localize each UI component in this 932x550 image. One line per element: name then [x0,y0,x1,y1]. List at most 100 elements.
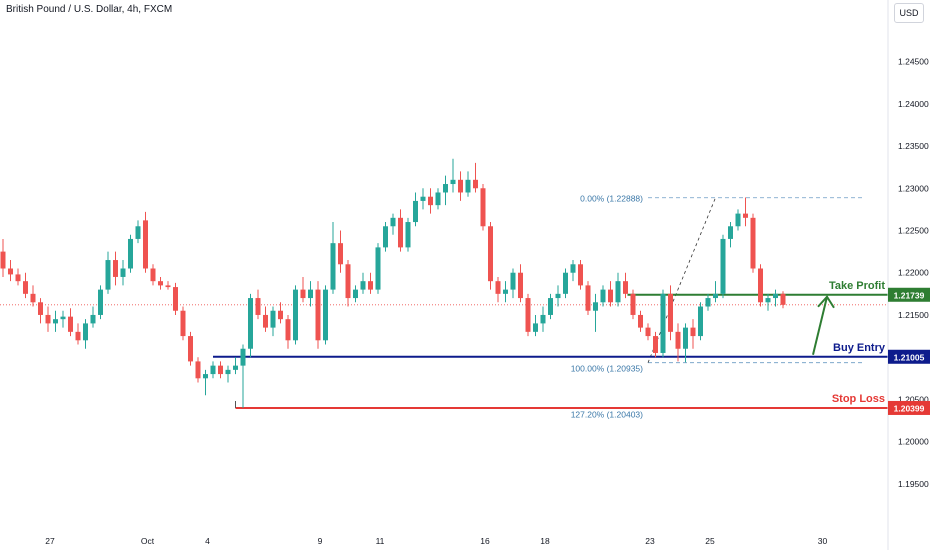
projection-arrow-head [817,295,835,309]
candle-body [23,281,28,294]
candle-body [585,285,591,311]
candle-body [465,179,471,193]
time-tick-label: 27 [45,536,55,546]
currency-button[interactable]: USD [894,3,924,23]
candle-body [293,289,298,341]
candle-body [360,281,366,290]
time-tick-label: 23 [645,536,655,546]
candle-body [278,310,283,320]
candle-body [38,302,43,315]
level-price-box [888,349,930,364]
candle-body [750,217,756,269]
candle-body [555,293,561,299]
candle-body [270,310,276,328]
candle-body [83,323,88,341]
candle-body [600,289,606,303]
candle-body [375,247,381,290]
price-tick-label: 1.22500 [898,225,929,235]
candle-body [330,243,336,290]
candle-body [705,298,711,307]
price-tick-label: 1.20500 [898,394,929,404]
candle-body [225,369,231,375]
candle-body [383,226,388,248]
price-tick-label: 1.20000 [898,437,929,447]
candle-body [390,217,396,227]
candle-body [720,238,726,294]
fib-trend-line [647,197,716,363]
candle-body [518,272,523,299]
candle-body [105,260,111,290]
candle-body [53,319,58,324]
candle-body [255,298,261,315]
candle-body [533,323,538,332]
time-tick-label: Oct [141,536,155,546]
candle-body [758,268,763,303]
price-axis: 1.24500 1.24000 1.23500 1.23000 1.22500 1.220… [887,0,930,550]
candle-body [405,222,411,248]
candle-body [398,217,403,248]
annotations-layer: Take Profit Buy Entry Stop Loss [812,280,886,405]
candle-body [495,281,501,294]
candle-body [593,302,598,311]
price-tick-label: 1.24500 [898,57,929,67]
candle-body [525,298,531,332]
candle-body [735,213,741,227]
candle-body [98,289,103,315]
candle-body [773,293,778,299]
candle-body [15,274,21,282]
candle-body [113,260,118,277]
candle-body [420,196,426,201]
candle-body [668,293,673,332]
level-price-label: 1.20399 [894,403,925,413]
candle-body [428,196,433,206]
candle-body [300,289,306,299]
time-tick-label: 30 [818,536,828,546]
candle-body [120,268,126,277]
candle-body [645,327,651,337]
candle-body [510,272,516,290]
candle-body [368,281,373,290]
candle-body [675,331,681,349]
candle-body [315,289,321,341]
candle-body [68,316,73,332]
candle-body [285,319,291,341]
fibonacci-layer: 0.00% (1.22888) 100.00% (1.20935) 127.20% … [571,194,862,420]
candle-body [248,298,253,349]
candle-body [128,238,133,269]
candle-body [480,188,486,227]
candle-body [443,184,448,193]
level-price-label: 1.21005 [894,352,925,362]
candle-body [158,281,163,286]
level-price-label: 1.21739 [894,290,925,300]
fib-label: 100.00% (1.20935) [571,364,643,374]
candle-body [188,336,193,362]
candle-body [728,226,733,239]
price-tick-label: 1.23000 [898,183,929,193]
candle-body [570,264,576,273]
time-tick-label: 11 [376,536,385,546]
candle-body [345,264,351,299]
candle-body [353,289,358,299]
candle-body [578,264,583,286]
level-label: Buy Entry [833,342,886,354]
candle-body [75,331,81,341]
candle-body [608,289,613,303]
candle-body [653,336,658,353]
candle-body [638,314,643,328]
candle-body [413,200,418,223]
price-tick-label: 1.23500 [898,141,929,151]
candle-body [630,293,636,315]
candles-layer [0,158,786,408]
candle-body [488,226,493,282]
candle-body [143,220,148,269]
price-tick-label: 1.24000 [898,99,929,109]
level-lines-layer [0,293,888,409]
currency-label: USD [899,8,919,18]
candle-body [195,361,201,379]
candle-body [563,272,568,294]
candle-body [60,316,66,320]
price-tick-label: 1.21500 [898,310,929,320]
candle-body [180,310,186,337]
candle-body [660,293,666,353]
